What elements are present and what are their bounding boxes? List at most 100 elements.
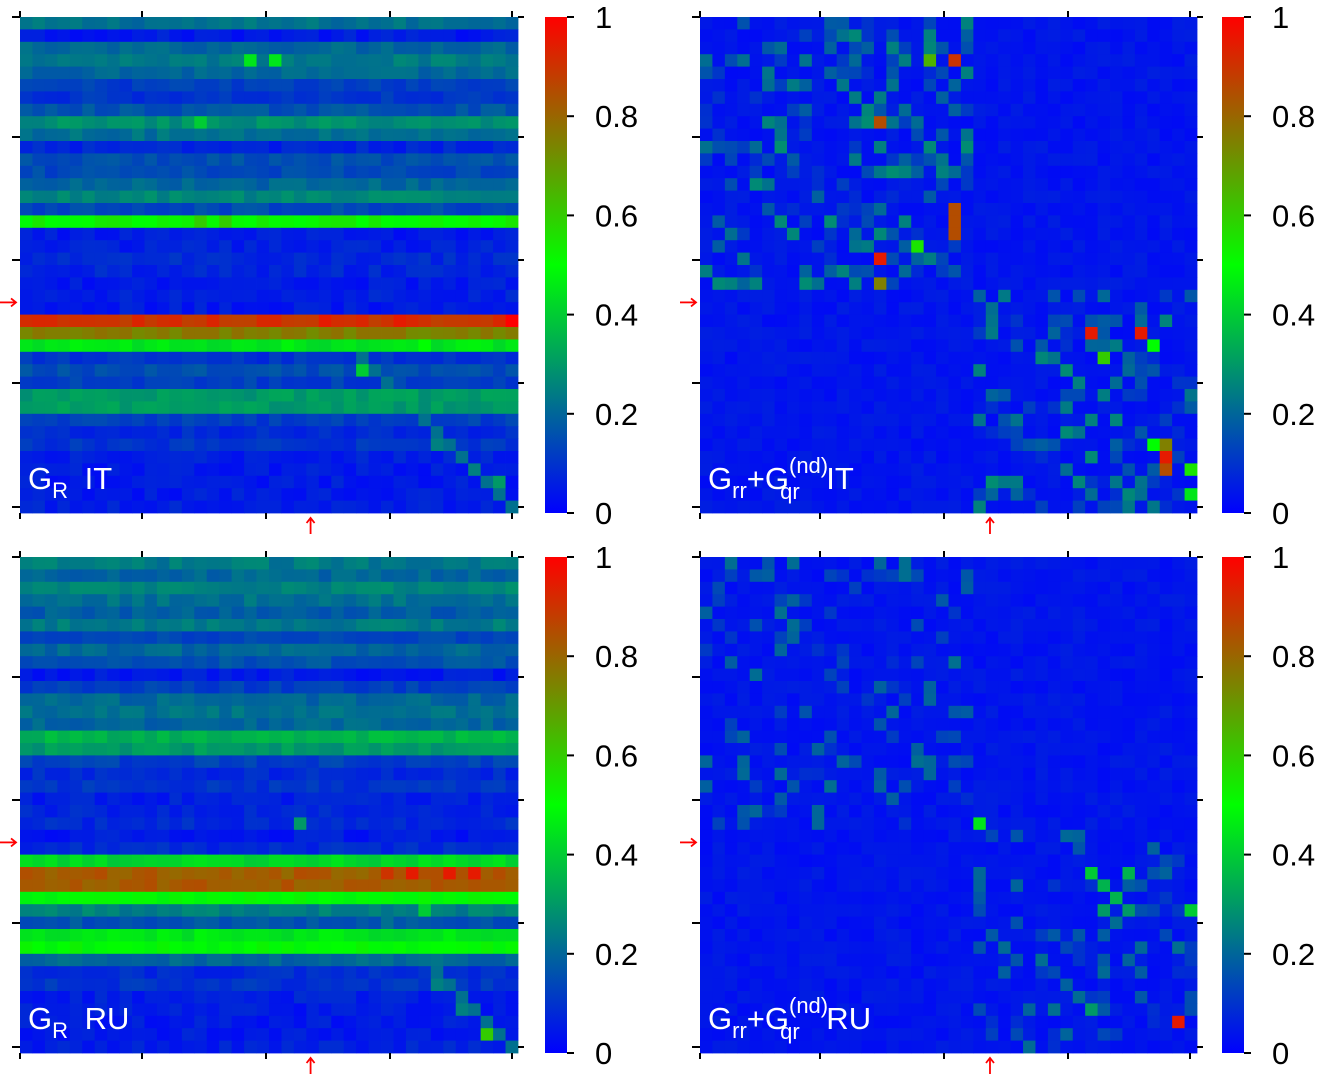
heatmap-cell [368, 277, 382, 291]
heatmap-cell [44, 817, 58, 831]
heatmap-cell [194, 314, 208, 328]
heatmap-cell [181, 854, 195, 868]
heatmap-cell [381, 978, 394, 992]
heatmap-cell [206, 718, 220, 731]
heatmap-cell [306, 128, 320, 142]
heatmap-cell [724, 190, 738, 204]
heatmap-cell [94, 681, 108, 694]
heatmap-cell [194, 755, 208, 769]
heatmap-cell [898, 141, 912, 154]
heatmap-cell [356, 351, 369, 365]
heatmap-cell [873, 41, 887, 55]
heatmap-cell [505, 128, 519, 142]
heatmap-cell [244, 929, 257, 942]
heatmap-cell [44, 904, 58, 917]
heatmap-cell [1097, 389, 1111, 402]
heatmap-cell [194, 252, 208, 266]
heatmap-cell [256, 227, 270, 241]
heatmap-cell [331, 165, 345, 179]
heatmap-cell [318, 767, 332, 781]
heatmap-cell [405, 668, 419, 682]
heatmap-cell [700, 500, 713, 514]
panel-label: GR IT [28, 461, 112, 503]
heatmap-cell [156, 953, 170, 967]
heatmap-cell [119, 730, 133, 744]
heatmap-cell [318, 631, 332, 645]
heatmap-cell [356, 29, 369, 43]
heatmap-cell [973, 54, 987, 67]
heatmap-cell [331, 668, 345, 682]
heatmap-cell [82, 681, 96, 694]
heatmap-cell [393, 153, 407, 167]
heatmap-cells [20, 17, 519, 514]
heatmap-cell [1134, 203, 1148, 216]
heatmap-cell [169, 829, 183, 843]
heatmap-cell [107, 929, 120, 942]
heatmap-cell [293, 693, 307, 707]
heatmap-cell [1010, 141, 1024, 154]
heatmap-cell [836, 165, 850, 179]
heatmap-cell [405, 891, 419, 905]
heatmap-cell [480, 91, 494, 105]
heatmap-cell [712, 289, 726, 303]
heatmap-cell [32, 916, 46, 930]
heatmap-cell [169, 451, 183, 464]
heatmap-cell [69, 643, 83, 657]
heatmap-cell [811, 215, 825, 229]
heatmap-cell [1184, 389, 1198, 402]
heatmap-cell [269, 755, 282, 769]
heatmap-cell [430, 364, 444, 377]
heatmap-cell [724, 227, 738, 241]
heatmap-cell [1110, 165, 1123, 179]
heatmap-cell [206, 91, 220, 105]
heatmap-cell [318, 438, 332, 452]
heatmap-cell [94, 1028, 108, 1041]
heatmap-cell [256, 792, 270, 806]
heatmap-cell [430, 153, 444, 167]
heatmap-cell [169, 364, 183, 377]
heatmap-cell [811, 451, 825, 464]
heatmap-cell [700, 79, 713, 92]
heatmap-cell [886, 240, 900, 253]
heatmap-cell [724, 289, 738, 303]
heatmap-cell [1172, 413, 1185, 427]
heatmap-cell [44, 867, 58, 880]
heatmap-cell [1172, 116, 1185, 129]
heatmap-cell [356, 829, 369, 843]
heatmap-cell [762, 401, 775, 415]
heatmap-cell [306, 91, 320, 105]
heatmap-cell [219, 953, 233, 967]
heatmap-cell [181, 755, 195, 769]
heatmap-cell [480, 41, 494, 55]
heatmap-cell [356, 426, 369, 439]
heatmap-cell [343, 805, 357, 818]
heatmap-cell [1047, 413, 1061, 427]
heatmap-cell [1023, 438, 1036, 452]
heatmap-cell [381, 594, 394, 607]
heatmap-cell [405, 277, 419, 291]
heatmap-cell [1010, 153, 1024, 167]
heatmap-cell [1159, 557, 1173, 570]
heatmap-cell [156, 277, 170, 291]
heatmap-cell [119, 929, 133, 942]
heatmap-cell [1060, 153, 1074, 167]
heatmap-cell [318, 451, 332, 464]
heatmap-cell [256, 569, 270, 583]
heatmap-cell [368, 463, 382, 477]
heatmap-cell [194, 557, 208, 570]
heatmap-cell [343, 314, 357, 328]
heatmap-cell [381, 215, 394, 229]
heatmap-cell [206, 314, 220, 328]
heatmap-cell [132, 376, 145, 390]
heatmap-cell [898, 227, 912, 241]
heatmap-cell [1035, 351, 1049, 365]
heatmap-cell [405, 656, 419, 669]
heatmap-cell [960, 376, 974, 390]
heatmap-cell [181, 767, 195, 781]
heatmap-cell [985, 339, 999, 353]
heatmap-cell [799, 103, 813, 117]
heatmap-cell [393, 451, 407, 464]
heatmap-cell [1085, 215, 1098, 229]
heatmap-cell [985, 289, 999, 303]
heatmap-cell [219, 339, 233, 353]
